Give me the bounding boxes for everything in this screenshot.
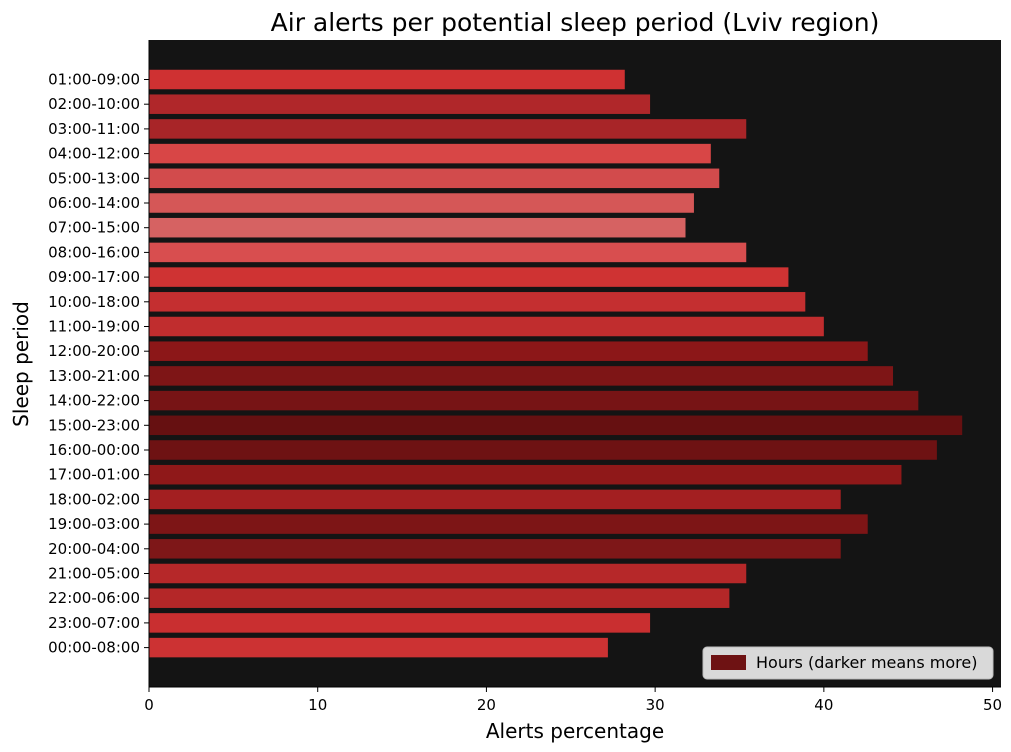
bar-01:00-09:00: [149, 69, 625, 90]
y-axis-label: Sleep period: [9, 301, 33, 427]
y-tick-label: 04:00-12:00: [48, 145, 140, 163]
bar-11:00-19:00: [149, 316, 824, 337]
chart-title: Air alerts per potential sleep period (L…: [271, 8, 880, 37]
bar-00:00-08:00: [149, 637, 608, 658]
bar-06:00-14:00: [149, 193, 694, 213]
y-tick-label: 02:00-10:00: [48, 95, 140, 113]
bar-03:00-11:00: [149, 119, 747, 139]
y-tick-label: 17:00-01:00: [48, 466, 140, 484]
y-tick-label: 01:00-09:00: [48, 71, 140, 89]
y-tick-label: 06:00-14:00: [48, 194, 140, 212]
legend-box: [702, 646, 994, 680]
legend-swatch: [711, 655, 746, 670]
y-tick-label: 23:00-07:00: [48, 614, 140, 632]
bar-14:00-22:00: [149, 390, 919, 411]
legend[interactable]: Hours (darker means more): [702, 646, 994, 680]
x-axis: 0 10 20 30 40 50: [144, 687, 1002, 714]
bar-04:00-12:00: [149, 143, 711, 164]
bar-02:00-10:00: [149, 94, 651, 114]
bar-18:00-02:00: [149, 489, 841, 510]
bar-12:00-20:00: [149, 341, 868, 361]
y-tick-label: 19:00-03:00: [48, 515, 140, 533]
bar-13:00-21:00: [149, 366, 894, 386]
y-tick-label: 14:00-22:00: [48, 392, 140, 410]
y-tick-label: 16:00-00:00: [48, 441, 140, 459]
bar-05:00-13:00: [149, 168, 720, 189]
bar-16:00-00:00: [149, 440, 937, 460]
bar-08:00-16:00: [149, 242, 747, 263]
bar-17:00-01:00: [149, 464, 902, 485]
bars-group: [149, 69, 963, 658]
x-tick-label: 10: [308, 696, 327, 714]
y-tick-label: 18:00-02:00: [48, 490, 140, 508]
bar-22:00-06:00: [149, 588, 730, 608]
bar-19:00-03:00: [149, 514, 868, 534]
bar-23:00-07:00: [149, 613, 651, 633]
x-tick-label: 40: [814, 696, 833, 714]
x-axis-label: Alerts percentage: [486, 719, 664, 743]
x-tick-label: 50: [983, 696, 1002, 714]
y-tick-label: 05:00-13:00: [48, 169, 140, 187]
bar-20:00-04:00: [149, 539, 841, 559]
y-tick-label: 12:00-20:00: [48, 342, 140, 360]
x-tick-label: 30: [646, 696, 665, 714]
x-tick-label: 20: [477, 696, 496, 714]
y-tick-label: 10:00-18:00: [48, 293, 140, 311]
bar-15:00-23:00: [149, 415, 963, 436]
bar-21:00-05:00: [149, 563, 747, 584]
y-tick-label: 00:00-08:00: [48, 639, 140, 657]
bar-07:00-15:00: [149, 217, 686, 238]
y-tick-label: 13:00-21:00: [48, 367, 140, 385]
y-tick-label: 07:00-15:00: [48, 219, 140, 237]
y-tick-label: 20:00-04:00: [48, 540, 140, 558]
legend-label: Hours (darker means more): [756, 653, 977, 672]
y-tick-label: 08:00-16:00: [48, 243, 140, 261]
bar-09:00-17:00: [149, 267, 789, 287]
y-tick-label: 03:00-11:00: [48, 120, 140, 138]
y-tick-label: 15:00-23:00: [48, 416, 140, 434]
y-tick-label: 09:00-17:00: [48, 268, 140, 286]
y-tick-label: 22:00-06:00: [48, 589, 140, 607]
y-axis: 01:00-09:00 02:00-10:00 03:00-11:00 04:00-1…: [48, 71, 149, 657]
bar-10:00-18:00: [149, 292, 806, 312]
y-tick-label: 11:00-19:00: [48, 318, 140, 336]
y-tick-label: 21:00-05:00: [48, 565, 140, 583]
x-tick-label: 0: [144, 696, 154, 714]
